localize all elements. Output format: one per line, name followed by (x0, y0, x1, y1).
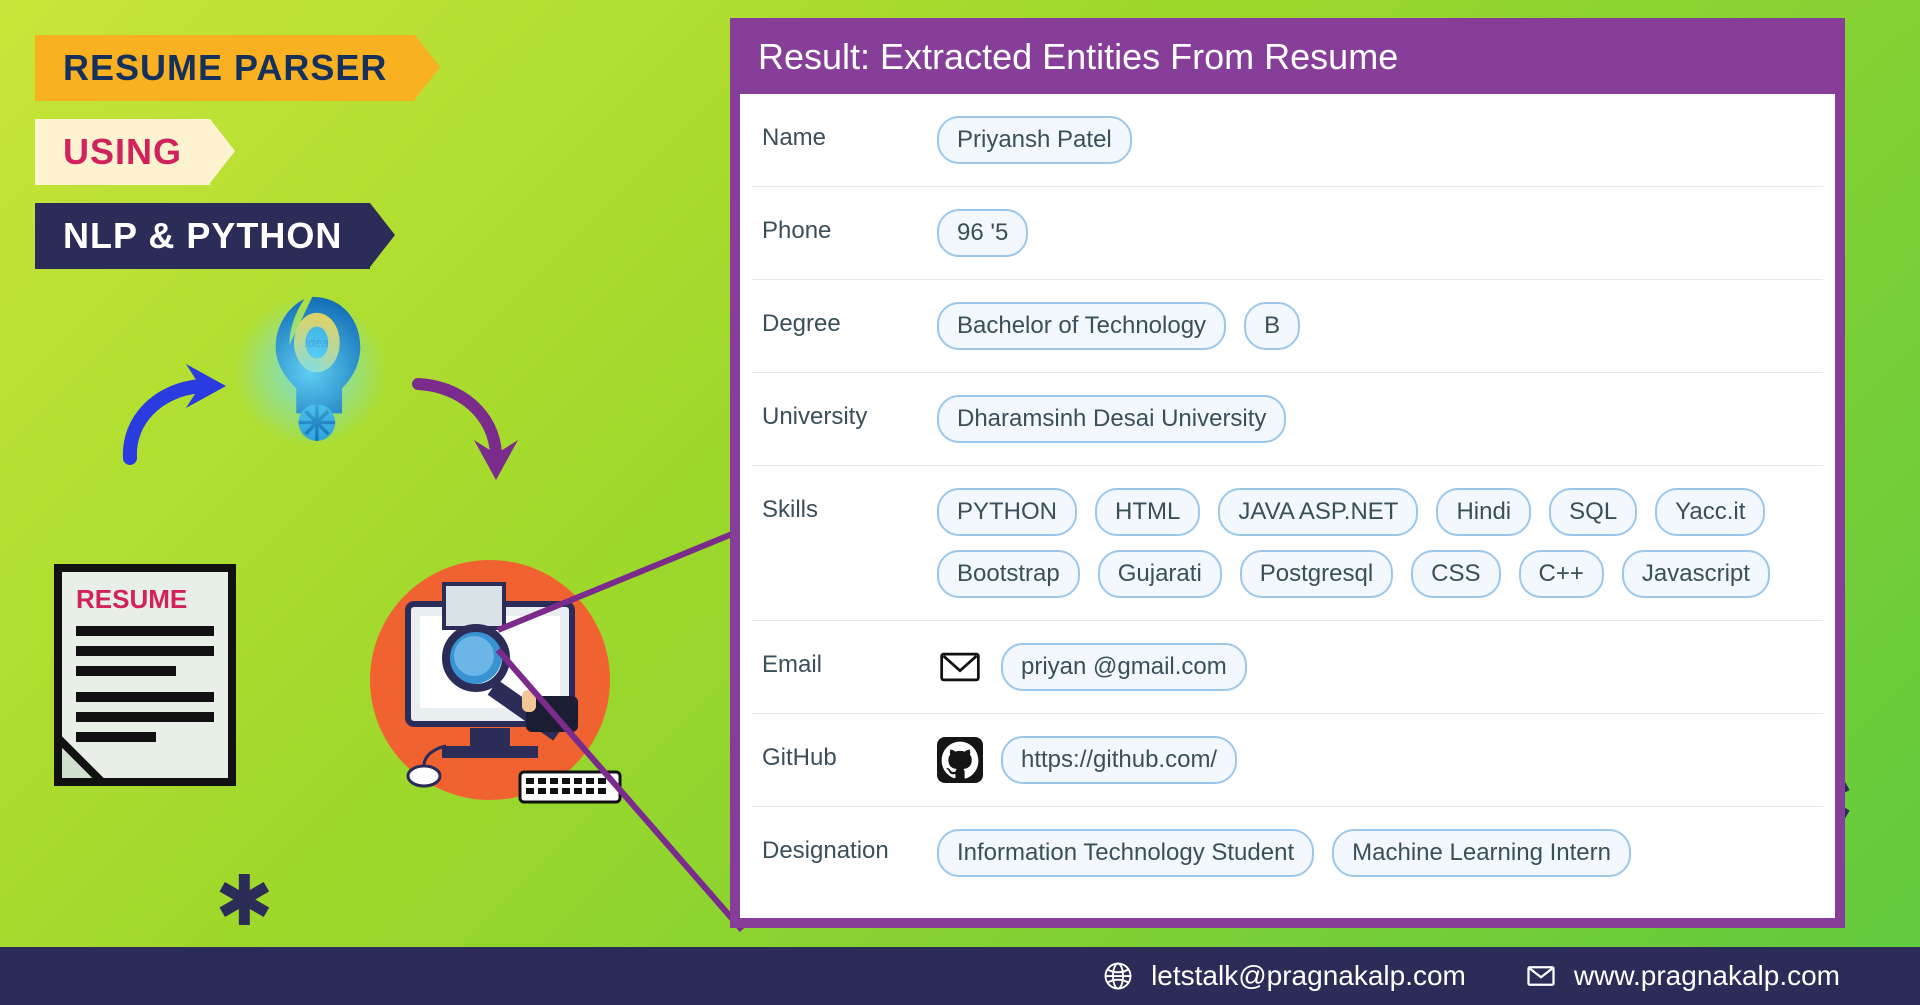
resume-doc-label: RESUME (76, 584, 187, 614)
entity-chip: HTML (1095, 488, 1200, 536)
globe-icon (1103, 961, 1133, 991)
panel-row: UniversityDharamsinh Desai University (752, 373, 1823, 466)
mail-outline-icon (1526, 961, 1556, 991)
arrow-left-icon (110, 360, 230, 480)
entity-chip: 96 '5 (937, 209, 1028, 257)
entity-chip: B (1244, 302, 1300, 350)
panel-row: SkillsPYTHON HTML JAVA ASP.NET Hindi SQL Yacc… (752, 466, 1823, 621)
title-area: RESUME PARSER USING NLP & PYTHON (35, 35, 415, 287)
entity-chip: Information Technology Student (937, 829, 1314, 877)
panel-body: NamePriyansh PatelPhone96 '5DegreeBachel… (740, 94, 1835, 918)
mail-icon (937, 644, 983, 690)
row-values: Dharamsinh Desai University (937, 395, 1813, 443)
entity-chip: Dharamsinh Desai University (937, 395, 1286, 443)
asterisk-navy-1-icon: ✱ (215, 860, 274, 942)
row-values: https://github.com/ (937, 736, 1813, 784)
panel-row: Email priyan @gmail.com (752, 621, 1823, 714)
title-line-1: RESUME PARSER (35, 35, 415, 101)
row-label: Degree (762, 302, 937, 338)
result-panel: Result: Extracted Entities From Resume N… (730, 18, 1845, 928)
row-label: GitHub (762, 736, 937, 772)
entity-chip: Gujarati (1098, 550, 1222, 598)
panel-row: Phone96 '5 (752, 187, 1823, 280)
row-values: Bachelor of Technology B (937, 302, 1813, 350)
row-values: Information Technology Student Machine Le… (937, 829, 1813, 877)
entity-chip: SQL (1549, 488, 1637, 536)
entity-chip: Javascript (1622, 550, 1770, 598)
entity-chip: JAVA ASP.NET (1218, 488, 1418, 536)
panel-row: GitHub https://github.com/ (752, 714, 1823, 807)
row-values: PYTHON HTML JAVA ASP.NET Hindi SQL Yacc.it Boo… (937, 488, 1813, 598)
panel-header: Result: Extracted Entities From Resume (740, 28, 1835, 94)
row-label: Name (762, 116, 937, 152)
panel-row: DesignationInformation Technology Studen… (752, 807, 1823, 899)
footer-bar: letstalk@pragnakalp.com www.pragnakalp.c… (0, 947, 1920, 1005)
row-values: priyan @gmail.com (937, 643, 1813, 691)
row-label: Email (762, 643, 937, 679)
row-label: University (762, 395, 937, 431)
row-values: Priyansh Patel (937, 116, 1813, 164)
entity-chip: PYTHON (937, 488, 1077, 536)
row-label: Phone (762, 209, 937, 245)
title-line-2: USING (35, 119, 210, 185)
entity-chip: Yacc.it (1655, 488, 1765, 536)
entity-chip: https://github.com/ (1001, 736, 1237, 784)
entity-chip: C++ (1519, 550, 1604, 598)
resume-document-graphic: RESUME (50, 560, 240, 790)
row-label: Skills (762, 488, 937, 524)
footer-website-text: www.pragnakalp.com (1574, 960, 1840, 992)
entity-chip: Postgresql (1240, 550, 1393, 598)
row-label: Designation (762, 829, 937, 865)
panel-row: NamePriyansh Patel (752, 94, 1823, 187)
panel-row: DegreeBachelor of Technology B (752, 280, 1823, 373)
github-icon (937, 737, 983, 783)
entity-chip: Bachelor of Technology (937, 302, 1226, 350)
entity-chip: Hindi (1436, 488, 1531, 536)
analysis-computer-graphic (350, 540, 630, 820)
footer-email-text: letstalk@pragnakalp.com (1151, 960, 1466, 992)
entity-chip: Bootstrap (937, 550, 1080, 598)
title-line-3: NLP & PYTHON (35, 203, 370, 269)
footer-website[interactable]: www.pragnakalp.com (1526, 960, 1840, 992)
footer-email[interactable]: letstalk@pragnakalp.com (1103, 960, 1466, 992)
arrow-right-icon (400, 360, 520, 480)
entity-chip: priyan @gmail.com (1001, 643, 1247, 691)
entity-chip: Priyansh Patel (937, 116, 1132, 164)
row-values: 96 '5 (937, 209, 1813, 257)
entity-chip: CSS (1411, 550, 1500, 598)
idea-bulb-graphic: idea (230, 290, 390, 470)
entity-chip: Machine Learning Intern (1332, 829, 1631, 877)
